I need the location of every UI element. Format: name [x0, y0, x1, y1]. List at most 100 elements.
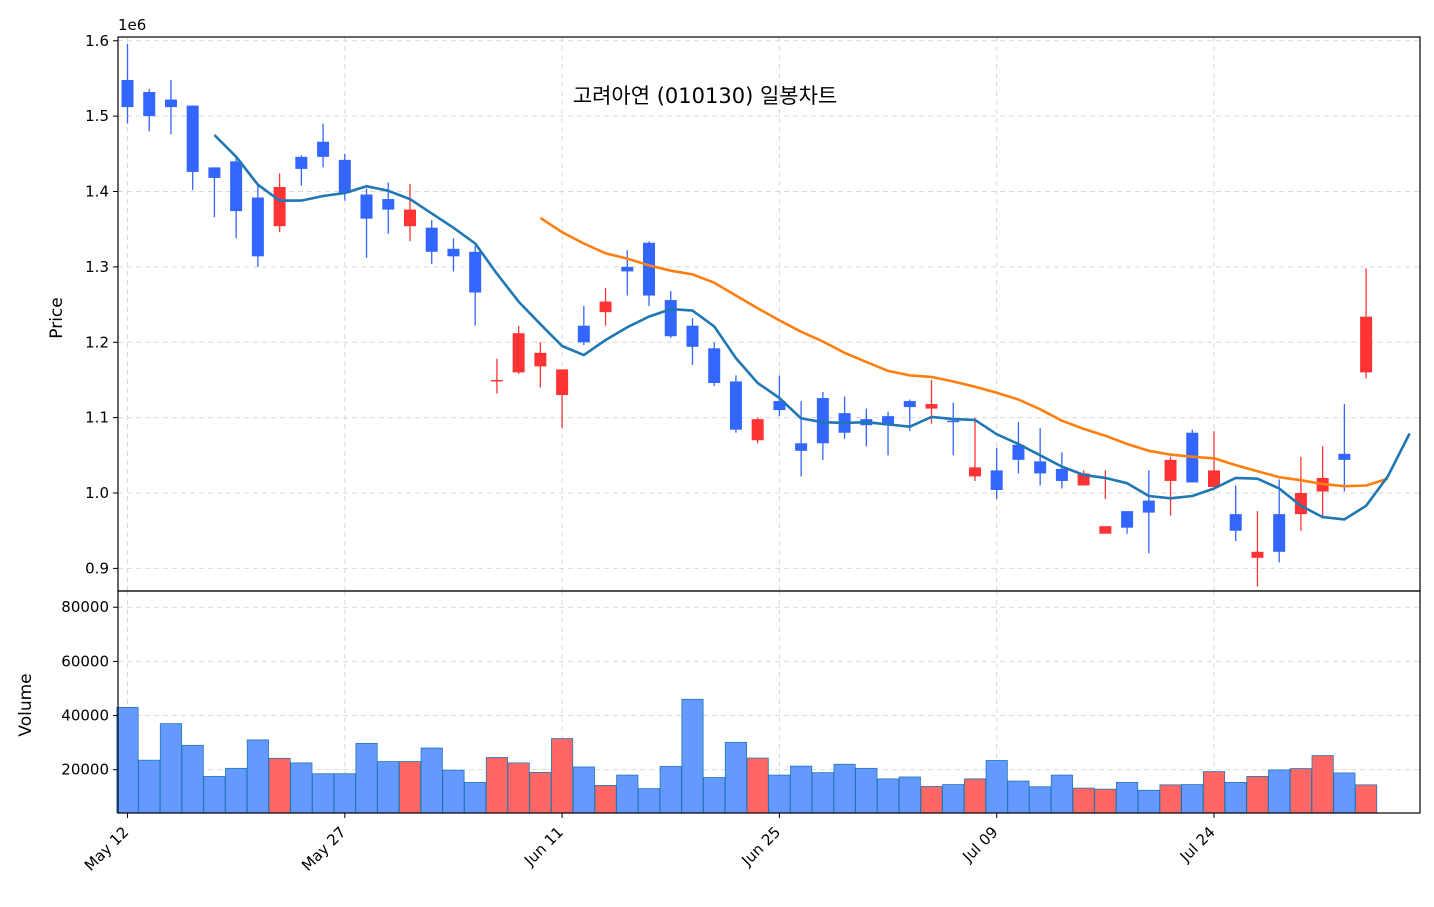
volume-tick-label: 80000	[61, 598, 109, 616]
candle-up	[1164, 459, 1177, 481]
volume-bar-up	[551, 738, 574, 814]
candle-up	[490, 379, 503, 382]
candle-down	[990, 470, 1003, 490]
volume-bar-down	[703, 777, 726, 814]
candle-down	[447, 248, 460, 257]
volume-bar-down	[246, 739, 269, 814]
volume-bar-down	[377, 761, 400, 814]
candle-down	[143, 92, 156, 117]
candle-up	[1360, 316, 1373, 373]
price-tick-label: 1.5	[85, 107, 109, 125]
volume-bar-up	[529, 771, 552, 814]
candle-up	[1251, 551, 1264, 558]
volume-bar-up	[1159, 784, 1182, 814]
volume-bar-down	[181, 744, 204, 814]
volume-bar-down	[1268, 769, 1291, 814]
volume-bar-down	[833, 763, 856, 814]
candle-down	[382, 199, 395, 210]
candle-down	[1055, 468, 1068, 481]
candle-down	[1229, 514, 1242, 531]
volume-bars	[116, 698, 1378, 814]
volume-tick-label: 20000	[61, 761, 109, 779]
volume-tick-label: 60000	[61, 652, 109, 670]
volume-bar-down	[877, 778, 900, 814]
volume-bar-down	[290, 762, 313, 814]
candle-up	[1294, 493, 1307, 515]
volume-bar-up	[507, 762, 530, 814]
candle-up	[925, 404, 938, 409]
candle-up	[273, 186, 286, 227]
candle-down	[708, 348, 721, 383]
volume-bar-down	[681, 698, 704, 814]
volume-axis-label: Volume	[16, 673, 36, 736]
candle-down	[186, 105, 199, 172]
candle-down	[882, 416, 895, 426]
candle-down	[230, 161, 243, 212]
candle-up	[403, 209, 416, 227]
candle-down	[251, 197, 264, 257]
candle-down	[121, 79, 134, 108]
volume-bar-up	[1072, 787, 1095, 814]
candle-up	[534, 352, 547, 367]
candle-down	[1012, 444, 1025, 460]
candle-down	[208, 167, 221, 178]
price-tick-label: 1.2	[85, 333, 109, 351]
candle-down	[1142, 500, 1155, 513]
price-offset-label: 1e6	[118, 16, 146, 34]
price-grid	[118, 37, 1420, 591]
volume-bar-up	[1289, 768, 1312, 814]
price-tick-label: 1.4	[85, 183, 109, 201]
volume-bar-up	[485, 757, 508, 814]
volume-y-ticks: 20000 40000 60000 80000	[61, 598, 118, 779]
price-tick-label: 1.3	[85, 258, 109, 276]
candle-up	[968, 467, 981, 477]
candle-down	[795, 443, 808, 451]
candle-down	[338, 159, 351, 194]
volume-bar-down	[333, 773, 356, 814]
candle-up	[751, 419, 764, 441]
volume-bar-down	[442, 769, 465, 814]
volume-panel-frame	[117, 590, 1421, 814]
candle-down	[664, 300, 677, 337]
candle-down	[164, 99, 177, 108]
price-y-ticks: 0.9 1.0 1.1 1.2 1.3 1.4 1.5 1.6	[85, 32, 118, 577]
volume-bar-down	[1224, 782, 1247, 814]
price-axis-label: Price	[47, 297, 67, 338]
volume-bar-down	[572, 766, 595, 814]
candle-down	[773, 401, 786, 411]
candle-down	[1338, 453, 1351, 460]
volume-bar-up	[594, 784, 617, 814]
volume-bar-down	[1050, 774, 1073, 814]
volume-bar-down	[985, 760, 1008, 814]
volume-bar-down	[138, 759, 161, 814]
price-tick-label: 1.6	[85, 32, 109, 50]
volume-tick-label: 40000	[61, 707, 109, 725]
price-tick-label: 0.9	[85, 559, 109, 577]
candle-down	[686, 325, 699, 347]
volume-bar-down	[811, 772, 834, 814]
volume-bar-down	[116, 707, 139, 814]
candlesticks	[121, 43, 1373, 587]
candle-up	[512, 333, 525, 373]
candle-up	[556, 369, 569, 396]
candle-down	[621, 266, 634, 272]
volume-bar-up	[1311, 755, 1334, 814]
volume-bar-down	[355, 743, 378, 814]
volume-bar-down	[203, 776, 226, 814]
volume-bar-down	[898, 776, 921, 814]
ma-short-line	[213, 134, 1411, 521]
volume-bar-down	[420, 747, 443, 814]
volume-bar-down	[790, 765, 813, 814]
volume-bar-up	[746, 757, 769, 814]
price-tick-label: 1.0	[85, 484, 109, 502]
volume-bar-down	[855, 767, 878, 814]
candle-down	[425, 227, 438, 252]
candle-down	[360, 194, 373, 219]
volume-bar-down	[159, 723, 183, 814]
candle-down	[469, 251, 482, 293]
chart-title: 고려아연 (010130) 일봉차트	[573, 84, 837, 108]
candle-up	[599, 301, 612, 313]
volume-bar-down	[724, 741, 747, 814]
volume-bar-up	[268, 757, 291, 814]
